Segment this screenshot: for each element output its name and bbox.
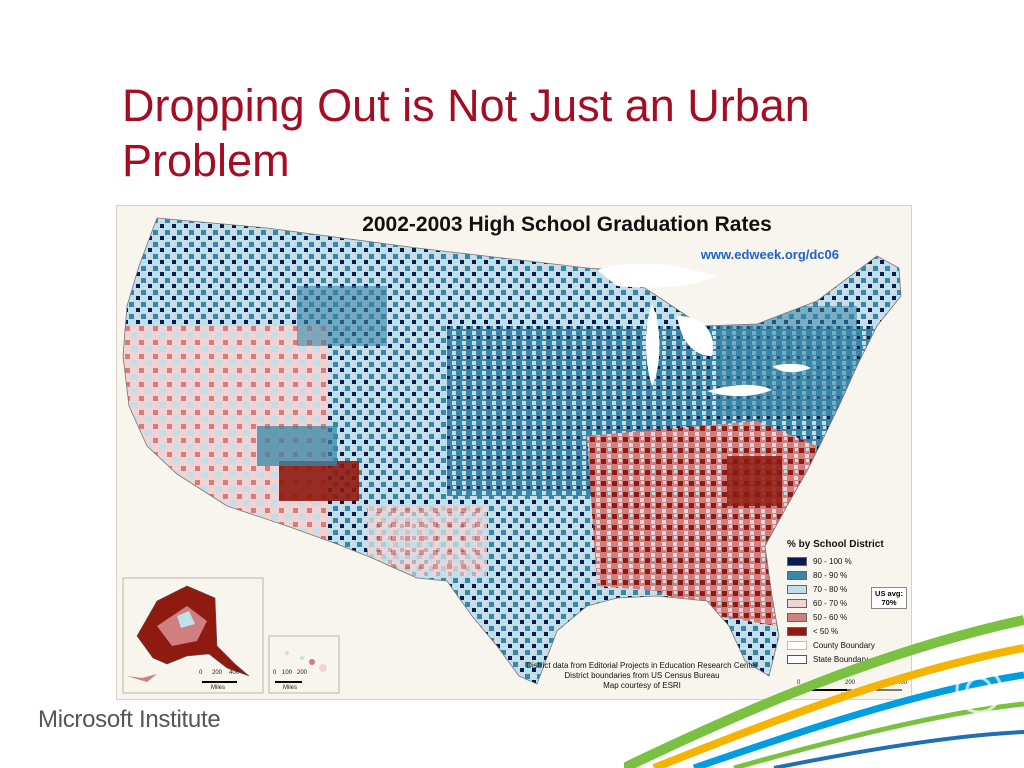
source-line: Map courtesy of ESRI xyxy=(603,681,681,690)
source-line: District boundaries from US Census Burea… xyxy=(564,671,720,680)
hawaii-scale-tick: 100 xyxy=(282,670,293,676)
legend-label: 60 - 70 % xyxy=(813,598,848,608)
legend-label: State Boundary xyxy=(813,654,869,664)
source-line: District data from Editorial Projects in… xyxy=(526,661,758,670)
graduation-rate-map: 2002-2003 High School Graduation Rates w… xyxy=(116,205,912,700)
legend-swatch xyxy=(787,654,807,664)
legend-item: 60 - 70 % xyxy=(787,596,905,610)
great-lakes xyxy=(597,263,811,397)
hawaii-scale-tick: 200 xyxy=(297,670,308,676)
legend-label: 90 - 100 % xyxy=(813,556,852,566)
legend-label: County Boundary xyxy=(813,640,875,650)
legend-item: 80 - 90 % xyxy=(787,568,905,582)
map-source-url[interactable]: www.edweek.org/dc06 xyxy=(700,247,839,262)
legend-swatch xyxy=(787,598,807,608)
legend-county-boundary: County Boundary xyxy=(787,638,905,652)
legend-swatch xyxy=(787,584,807,594)
main-scale-tick: 200 xyxy=(845,680,856,686)
hawaii-scale-unit: Miles xyxy=(283,685,298,691)
legend-swatch xyxy=(787,556,807,566)
legend-state-boundary: State Boundary xyxy=(787,652,905,666)
legend-label: 50 - 60 % xyxy=(813,612,848,622)
us-average-callout: US avg: 70% xyxy=(871,587,907,609)
legend-title: % by School District xyxy=(787,539,884,550)
legend-label: 80 - 90 % xyxy=(813,570,848,580)
legend-item: 70 - 80 % xyxy=(787,582,905,596)
legend-swatch xyxy=(787,612,807,622)
legend-item: 90 - 100 % xyxy=(787,554,905,568)
hawaii-inset xyxy=(268,635,340,694)
main-scale-tick: 0 xyxy=(797,680,801,686)
map-graphic xyxy=(122,217,902,694)
slide-title: Dropping Out is Not Just an Urban Proble… xyxy=(122,80,810,186)
alaska-scale-unit: Miles xyxy=(211,685,226,691)
main-scale-tick: 400 xyxy=(897,680,908,686)
legend-label: < 50 % xyxy=(813,626,839,636)
us-avg-value: 70% xyxy=(881,598,897,607)
alaska-scale-tick: 200 xyxy=(212,670,223,676)
brand-logo-text: Microsoft Institute xyxy=(38,706,221,733)
legend-swatch xyxy=(787,570,807,580)
us-avg-label: US avg: xyxy=(875,589,903,598)
legend-label: 70 - 80 % xyxy=(813,584,848,594)
alaska-inset xyxy=(122,577,264,694)
decorative-swoosh xyxy=(624,615,1024,768)
map-sources: District data from Editorial Projects in… xyxy=(502,661,782,691)
legend-item: < 50 % xyxy=(787,624,905,638)
alaska-scale-tick: 400 xyxy=(229,670,240,676)
legend-swatch xyxy=(787,640,807,650)
legend-swatch xyxy=(787,626,807,636)
map-title: 2002-2003 High School Graduation Rates xyxy=(362,213,772,236)
legend-item: 50 - 60 % xyxy=(787,610,905,624)
legend: % by School District 90 - 100 % 80 - 90 … xyxy=(787,539,905,666)
hawaii-scale-tick: 0 xyxy=(273,670,277,676)
alaska-scale-tick: 0 xyxy=(199,670,203,676)
